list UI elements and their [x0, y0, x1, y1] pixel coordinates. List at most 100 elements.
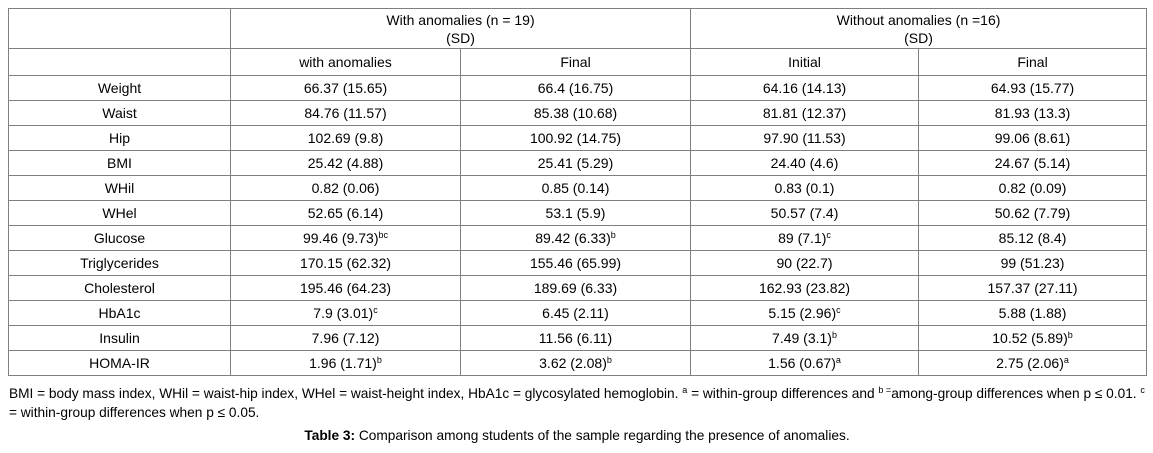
value-cell: 1.56 (0.67)a — [690, 350, 920, 376]
value-cell: 50.62 (7.79) — [918, 200, 1148, 226]
value-cell: 99.06 (8.61) — [918, 125, 1148, 151]
value-cell: 99 (51.23) — [918, 250, 1148, 276]
value-cell: 162.93 (23.82) — [690, 275, 920, 301]
value-cell: 6.45 (2.11) — [459, 300, 692, 326]
column-header-final-2: Final — [918, 48, 1148, 76]
value-cell: 99.46 (9.73)bc — [230, 225, 461, 251]
value-cell: 89 (7.1)c — [690, 225, 920, 251]
significance-superscript: bc — [378, 230, 388, 240]
value-cell: 0.82 (0.06) — [230, 175, 461, 201]
group-sublabel: (SD) — [904, 29, 933, 46]
significance-superscript: c — [836, 305, 841, 315]
caption-label: Table 3: — [304, 428, 356, 443]
value-cell: 0.82 (0.09) — [918, 175, 1148, 201]
comparison-table: With anomalies (n = 19) (SD) Without ano… — [8, 8, 1148, 376]
value-cell: 84.76 (11.57) — [230, 100, 461, 126]
value-cell: 157.37 (27.11) — [918, 275, 1148, 301]
row-label: Glucose — [8, 225, 231, 251]
significance-superscript: b — [606, 355, 612, 365]
column-header-initial: Initial — [690, 48, 920, 76]
table-row: Hip 102.69 (9.8) 100.92 (14.75) 97.90 (11.5… — [8, 125, 1148, 151]
value-cell: 102.69 (9.8) — [230, 125, 461, 151]
value-cell: 7.96 (7.12) — [230, 325, 461, 351]
significance-superscript: c — [826, 230, 831, 240]
footnote-superscript: c — [1140, 385, 1145, 395]
row-label: Hip — [8, 125, 231, 151]
column-header-with-anomalies: with anomalies — [230, 48, 461, 76]
table-row: Insulin 7.96 (7.12) 11.56 (6.11) 7.49 (3.1)… — [8, 325, 1148, 351]
value-cell: 155.46 (65.99) — [459, 250, 692, 276]
table-row: Weight 66.37 (15.65) 66.4 (16.75) 64.16 (14… — [8, 75, 1148, 101]
table-row: HbA1c 7.9 (3.01)c 6.45 (2.11) 5.15 (2.96)c 5… — [8, 300, 1148, 326]
value-cell: 24.67 (5.14) — [918, 150, 1148, 176]
column-header-final-1: Final — [459, 48, 692, 76]
table-row: Waist 84.76 (11.57) 85.38 (10.68) 81.81 (12… — [8, 100, 1148, 126]
significance-superscript: b — [610, 230, 616, 240]
table-row: WHil 0.82 (0.06) 0.85 (0.14) 0.83 (0.1) 0.82… — [8, 175, 1148, 201]
row-label: Waist — [8, 100, 231, 126]
value-cell: 85.38 (10.68) — [459, 100, 692, 126]
empty-corner-cell — [8, 8, 231, 49]
value-cell: 10.52 (5.89)b — [918, 325, 1148, 351]
value-cell: 1.96 (1.71)b — [230, 350, 461, 376]
value-cell: 25.42 (4.88) — [230, 150, 461, 176]
value-cell: 52.65 (6.14) — [230, 200, 461, 226]
value-cell: 53.1 (5.9) — [459, 200, 692, 226]
table-row: Cholesterol 195.46 (64.23) 189.69 (6.33) 16… — [8, 275, 1148, 301]
row-label: Triglycerides — [8, 250, 231, 276]
row-label: WHel — [8, 200, 231, 226]
significance-superscript: b — [376, 355, 382, 365]
sub-header-row: with anomalies Final Initial Final — [8, 48, 1148, 76]
table-caption: Table 3: Comparison among students of th… — [8, 427, 1146, 445]
table-body: Weight 66.37 (15.65) 66.4 (16.75) 64.16 (14… — [8, 75, 1148, 376]
significance-superscript: a — [1063, 355, 1069, 365]
value-cell: 66.4 (16.75) — [459, 75, 692, 101]
table-row: Glucose 99.46 (9.73)bc 89.42 (6.33)b 89 (7.… — [8, 225, 1148, 251]
value-cell: 5.88 (1.88) — [918, 300, 1148, 326]
row-label: Weight — [8, 75, 231, 101]
table-row: BMI 25.42 (4.88) 25.41 (5.29) 24.40 (4.6) 24… — [8, 150, 1148, 176]
value-cell: 0.83 (0.1) — [690, 175, 920, 201]
value-cell: 66.37 (15.65) — [230, 75, 461, 101]
value-cell: 85.12 (8.4) — [918, 225, 1148, 251]
value-cell: 7.9 (3.01)c — [230, 300, 461, 326]
significance-superscript: b — [1067, 330, 1073, 340]
row-label: Insulin — [8, 325, 231, 351]
row-label: HbA1c — [8, 300, 231, 326]
value-cell: 50.57 (7.4) — [690, 200, 920, 226]
value-cell: 81.93 (13.3) — [918, 100, 1148, 126]
value-cell: 100.92 (14.75) — [459, 125, 692, 151]
footnote-superscript: a — [682, 385, 688, 395]
caption-text: Comparison among students of the sample … — [355, 428, 850, 443]
value-cell: 24.40 (4.6) — [690, 150, 920, 176]
value-cell: 195.46 (64.23) — [230, 275, 461, 301]
group-label: With anomalies (n = 19) — [386, 11, 535, 28]
row-label: BMI — [8, 150, 231, 176]
group-label: Without anomalies (n =16) — [836, 11, 1001, 28]
row-label: Cholesterol — [8, 275, 231, 301]
value-cell: 11.56 (6.11) — [459, 325, 692, 351]
group-header-with-anomalies: With anomalies (n = 19) (SD) — [229, 8, 692, 49]
value-cell: 0.85 (0.14) — [459, 175, 692, 201]
value-cell: 64.93 (15.77) — [918, 75, 1148, 101]
row-label: HOMA-IR — [8, 350, 231, 376]
value-cell: 97.90 (11.53) — [690, 125, 920, 151]
group-sublabel: (SD) — [446, 29, 475, 46]
significance-superscript: a — [835, 355, 841, 365]
group-header-row: With anomalies (n = 19) (SD) Without ano… — [8, 8, 1148, 49]
value-cell: 170.15 (62.32) — [230, 250, 461, 276]
group-header-without-anomalies: Without anomalies (n =16) (SD) — [690, 8, 1148, 49]
value-cell: 189.69 (6.33) — [459, 275, 692, 301]
significance-superscript: c — [373, 305, 378, 315]
table-row: WHel 52.65 (6.14) 53.1 (5.9) 50.57 (7.4) 50.… — [8, 200, 1148, 226]
significance-superscript: b — [831, 330, 837, 340]
value-cell: 7.49 (3.1)b — [690, 325, 920, 351]
value-cell: 64.16 (14.13) — [690, 75, 920, 101]
table-row: HOMA-IR 1.96 (1.71)b 3.62 (2.08)b 1.56 (0.6… — [8, 350, 1148, 376]
value-cell: 3.62 (2.08)b — [459, 350, 692, 376]
value-cell: 5.15 (2.96)c — [690, 300, 920, 326]
empty-header-cell — [8, 48, 231, 76]
value-cell: 2.75 (2.06)a — [918, 350, 1148, 376]
table-footnote: BMI = body mass index, WHil = waist-hip … — [9, 385, 1145, 421]
